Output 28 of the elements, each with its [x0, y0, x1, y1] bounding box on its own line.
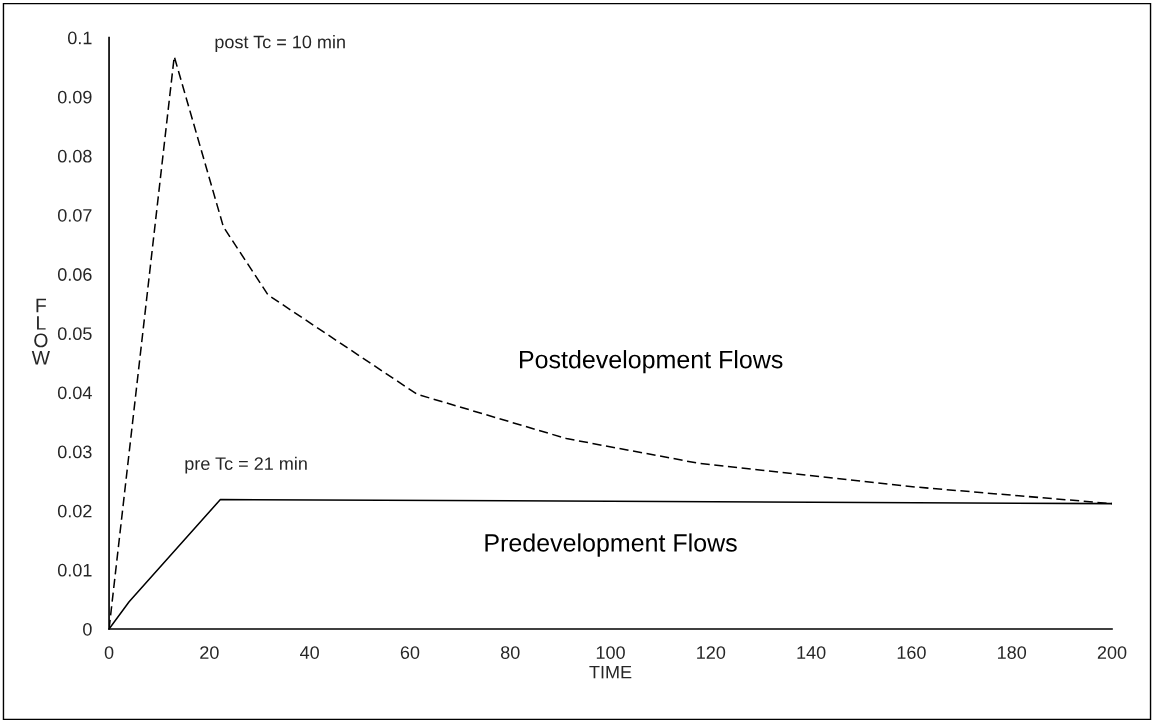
x-tick-label: 80 — [500, 646, 520, 659]
y-tick-label: 0.01 — [57, 563, 92, 577]
y-axis-title: FLOW — [31, 298, 50, 365]
x-tick-label: 0 — [104, 646, 114, 659]
x-tick-label: 200 — [1097, 646, 1127, 659]
x-axis-title: TIME — [589, 665, 632, 679]
x-tick-label: 180 — [998, 646, 1027, 659]
y-tick-label: 0.05 — [57, 327, 92, 341]
y-tick-label: 0.02 — [57, 504, 92, 518]
y-tick-label: 0.06 — [57, 268, 92, 281]
x-tick-label: 160 — [897, 646, 926, 659]
y-tick-label: 0.04 — [57, 386, 92, 400]
y-tick-label: 0.07 — [57, 208, 92, 222]
annotation: pre Tc = 21 min — [185, 456, 307, 474]
x-tick-label: 40 — [300, 646, 319, 659]
y-tick-label: 0.09 — [57, 90, 92, 104]
y-tick-label: 0.08 — [57, 149, 92, 163]
x-tick-label: 60 — [400, 646, 420, 659]
y-tick-label: 0.03 — [57, 445, 92, 459]
x-tick-label: 140 — [797, 646, 826, 659]
series-label: Predevelopment Flows — [485, 533, 737, 557]
x-tick-label: 120 — [697, 646, 726, 659]
x-tick-label: 100 — [596, 646, 625, 659]
annotation: post Tc = 10 min — [215, 35, 345, 52]
y-tick-label: 0 — [83, 622, 92, 636]
series-label: Postdevelopment Flows — [520, 350, 783, 374]
x-tick-label: 20 — [200, 646, 219, 659]
y-tick-label: 0.1 — [67, 31, 92, 45]
